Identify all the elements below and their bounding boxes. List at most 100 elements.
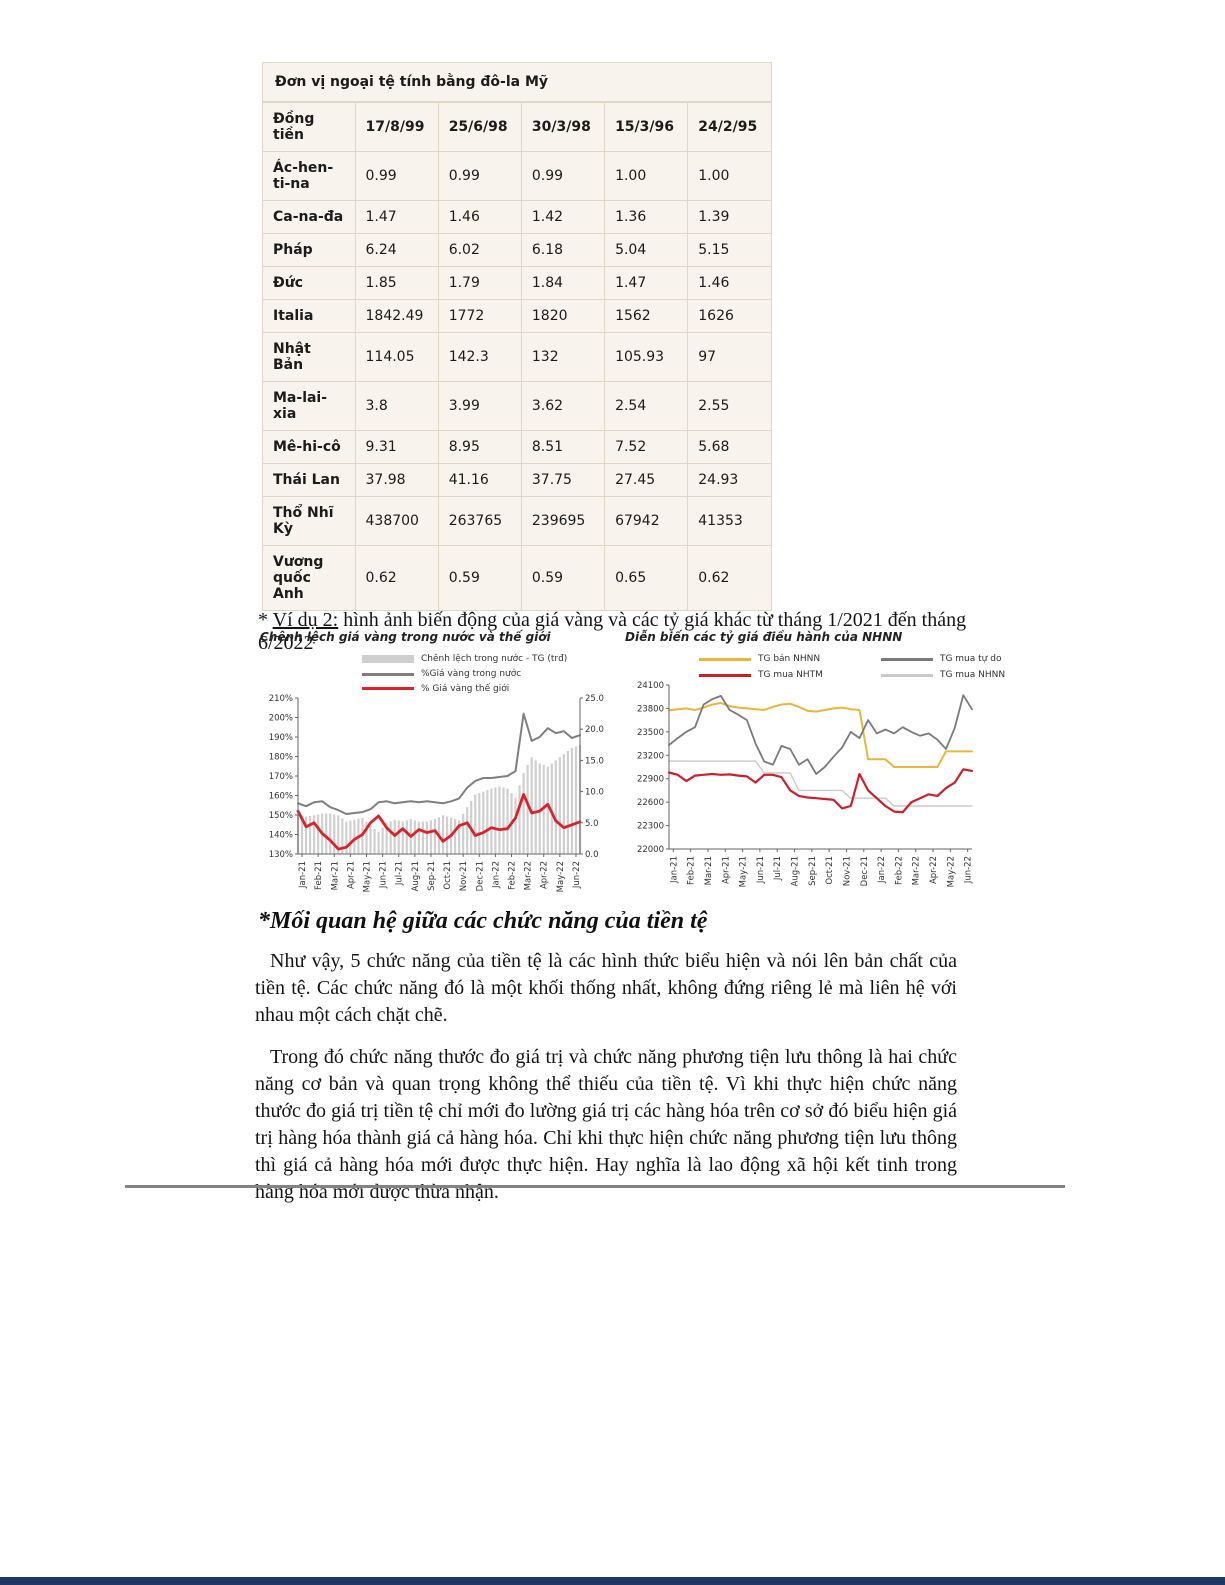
bar xyxy=(570,748,574,855)
x-tick-label: Sep-21 xyxy=(427,861,437,891)
example-caption: * Ví dụ 2: hình ảnh biến động của giá và… xyxy=(258,609,978,655)
x-tick-label: Feb-22 xyxy=(894,856,904,885)
bar xyxy=(538,763,541,855)
bar xyxy=(308,816,312,855)
fx-cell-value: 2.55 xyxy=(687,381,771,431)
fx-cell-value: 1.42 xyxy=(520,200,606,234)
x-tick-label: Jan-21 xyxy=(669,856,679,884)
bar xyxy=(506,788,509,855)
bar xyxy=(373,829,376,855)
x-tick-label: May-21 xyxy=(739,856,749,887)
fx-cell-value: 5.04 xyxy=(604,233,689,267)
fx-table-head: Đồng tiền 17/8/99 25/6/98 30/3/98 15/3/96 24/… xyxy=(263,102,771,152)
x-tick-label: Jun-21 xyxy=(756,856,766,884)
x-tick-label: Apr-22 xyxy=(929,856,939,884)
legend-label: TG mua NHTM xyxy=(758,669,823,680)
fx-cell-value: 6.02 xyxy=(437,233,522,267)
bar xyxy=(494,787,497,855)
bar xyxy=(385,823,388,855)
y-tick-label: 20.0 xyxy=(585,726,604,736)
fx-cell-value: 1.46 xyxy=(687,266,771,300)
fx-cell-value: 1772 xyxy=(437,299,522,333)
x-tick-label: Oct-21 xyxy=(825,856,835,885)
fx-cell-value: 7.52 xyxy=(604,430,689,464)
fx-row-label: Italia xyxy=(263,299,356,333)
x-tick-label: Jun-22 xyxy=(964,856,974,884)
bar xyxy=(534,760,537,855)
y-tick-label: 130% xyxy=(269,850,293,860)
fx-cell-value: 263765 xyxy=(437,496,522,546)
y-tick-label: 22900 xyxy=(637,774,664,784)
fx-cell-value: 1.46 xyxy=(437,200,522,234)
x-tick-label: Feb-21 xyxy=(687,856,697,885)
fx-table-body: Ác-hen-ti-na 0.99 0.99 0.99 1.00 1.00 Ca-na-đa… xyxy=(263,151,771,610)
fx-cell-value: 6.18 xyxy=(520,233,606,267)
example-prefix: * xyxy=(258,609,273,631)
x-tick-label: Aug-21 xyxy=(791,856,801,886)
bar xyxy=(530,757,533,855)
x-tick-label: Jun-21 xyxy=(379,861,389,889)
horizontal-rule xyxy=(125,1185,1065,1188)
fx-cell-value: 0.59 xyxy=(520,545,606,610)
bar xyxy=(300,816,304,855)
series-line xyxy=(297,712,581,816)
y-tick-label: 10.0 xyxy=(585,788,604,798)
fx-row-label: Vương quốc Anh xyxy=(263,545,356,610)
bar xyxy=(518,785,521,855)
section-heading: *Mối quan hệ giữa các chức năng của tiền… xyxy=(258,908,708,934)
x-tick-label: Dec-21 xyxy=(475,861,485,891)
series-line xyxy=(668,701,973,768)
table-row: Vương quốc Anh 0.62 0.59 0.59 0.65 0.62 xyxy=(263,545,771,610)
legend-label: TG bán NHNN xyxy=(758,654,821,664)
x-tick-label: Sep-21 xyxy=(808,856,818,886)
bar xyxy=(381,827,384,855)
legend-swatch xyxy=(362,672,414,676)
fx-row-label: Nhật Bản xyxy=(263,332,356,382)
fx-row-label: Pháp xyxy=(263,233,356,267)
gold-premium-chart-title: Chênh lệch giá vàng trong nước và thế gi… xyxy=(260,630,551,644)
x-tick-label: Dec-21 xyxy=(860,856,870,886)
bar xyxy=(574,746,578,855)
bar xyxy=(337,815,340,855)
paragraph: Như vậy, 5 chức năng của tiền tệ là các … xyxy=(255,950,957,1026)
bar xyxy=(377,832,380,855)
legend-item: TG mua NHTM xyxy=(699,670,823,681)
bar xyxy=(462,814,465,855)
x-tick-label: Oct-21 xyxy=(443,861,453,890)
fx-cell-value: 142.3 xyxy=(437,332,522,382)
fx-cell-value: 1820 xyxy=(520,299,606,333)
bar xyxy=(345,821,348,855)
x-tick-label: Jan-22 xyxy=(491,861,501,889)
bar xyxy=(502,787,505,855)
fx-cell-value: 27.45 xyxy=(604,463,689,497)
y-tick-label: 0.0 xyxy=(585,850,599,860)
y-tick-label: 190% xyxy=(269,733,293,743)
bar xyxy=(490,788,493,855)
fx-table: Đồng tiền 17/8/99 25/6/98 30/3/98 15/3/96 24/… xyxy=(263,102,771,610)
legend-swatch xyxy=(880,657,933,661)
legend-swatch xyxy=(699,673,751,677)
fx-cell-value: 8.95 xyxy=(437,430,522,464)
bar xyxy=(454,819,457,855)
bar xyxy=(458,820,461,855)
table-row: Thổ Nhĩ Kỳ 438700 263765 239695 67942 41353 xyxy=(263,496,771,546)
bar xyxy=(441,815,445,855)
fx-cell-value: 438700 xyxy=(354,496,439,546)
gold-premium-chart: Chênh lệch giá vàng trong nước và thế gi… xyxy=(258,630,616,894)
fx-cell-value: 3.8 xyxy=(354,381,439,431)
legend-item: TG bán NHNN xyxy=(699,654,823,665)
bar xyxy=(413,820,416,855)
fx-row-label: Ác-hen-ti-na xyxy=(263,151,356,201)
bar xyxy=(445,816,449,855)
fx-cell-value: 1.47 xyxy=(604,266,689,300)
fx-cell-value: 0.99 xyxy=(437,151,522,201)
y-tick-label: 200% xyxy=(269,714,293,724)
bar xyxy=(478,793,481,855)
fx-cell-value: 1626 xyxy=(687,299,771,333)
x-tick-label: Mar-21 xyxy=(330,861,340,890)
bar xyxy=(329,813,332,855)
exchange-rate-chart-title: Diễn biến các tỷ giá điều hành của NHNN xyxy=(625,630,903,644)
bar xyxy=(353,820,356,855)
x-tick-label: Feb-22 xyxy=(508,861,518,890)
